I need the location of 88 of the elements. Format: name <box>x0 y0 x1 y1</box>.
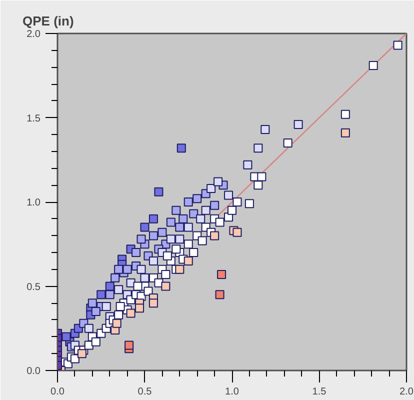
point <box>189 248 198 258</box>
point <box>91 307 100 316</box>
point <box>133 282 142 291</box>
x-tick-label: 1.0 <box>225 386 240 398</box>
point <box>215 218 224 227</box>
point <box>184 222 193 232</box>
point <box>110 273 120 282</box>
point <box>283 138 292 148</box>
point <box>148 298 158 308</box>
x-tick-label: 0.0 <box>50 386 65 398</box>
point <box>166 234 176 244</box>
point <box>158 228 167 237</box>
point <box>77 349 86 358</box>
point <box>148 214 158 224</box>
point <box>368 61 378 70</box>
point <box>162 251 172 260</box>
point <box>116 302 125 311</box>
point <box>243 160 252 170</box>
point <box>175 234 184 244</box>
point <box>217 270 226 279</box>
point <box>105 290 114 300</box>
y-tick-label: 2.0 <box>26 29 41 40</box>
point <box>260 125 270 134</box>
point <box>215 290 224 300</box>
point <box>228 206 236 215</box>
point <box>136 264 146 274</box>
point <box>84 324 94 333</box>
point <box>340 110 350 119</box>
point <box>224 190 234 200</box>
point <box>340 128 350 138</box>
point <box>124 340 134 350</box>
point <box>294 120 303 129</box>
x-tick-label: 2.0 <box>400 386 414 398</box>
point <box>184 256 193 266</box>
point <box>232 198 242 206</box>
point <box>154 187 164 196</box>
x-tick-label: 0.5 <box>138 386 152 398</box>
point <box>140 273 150 282</box>
y-tick-label: 1.5 <box>26 113 41 124</box>
point <box>244 199 254 208</box>
point <box>172 206 181 215</box>
point <box>144 286 153 296</box>
point <box>210 231 220 240</box>
point <box>198 236 207 246</box>
point <box>175 264 184 274</box>
point <box>126 308 136 318</box>
point <box>175 222 184 232</box>
chart-title: QPE (in) <box>22 14 74 28</box>
point <box>206 184 216 194</box>
point <box>176 144 186 153</box>
y-tick-label: 1.0 <box>26 198 41 208</box>
point <box>96 290 106 300</box>
point <box>132 248 141 258</box>
point <box>102 302 111 311</box>
point <box>91 337 100 346</box>
point <box>196 214 206 224</box>
point <box>210 200 220 210</box>
y-tick-label: 0.0 <box>26 366 41 377</box>
point <box>114 264 124 274</box>
x-tick-label: 1.5 <box>312 386 327 398</box>
point <box>232 228 242 237</box>
point <box>254 180 263 190</box>
y-tick-label: 0.5 <box>26 282 41 293</box>
point <box>62 332 71 342</box>
point <box>178 214 188 224</box>
point <box>148 231 158 240</box>
point <box>136 234 146 244</box>
point <box>112 318 122 328</box>
point <box>184 240 193 249</box>
point <box>393 40 402 50</box>
point <box>189 209 198 218</box>
point <box>140 222 150 232</box>
point <box>114 310 124 320</box>
point <box>257 172 266 182</box>
point <box>172 244 181 254</box>
point <box>161 282 170 291</box>
point <box>192 194 202 204</box>
point <box>214 177 223 186</box>
point <box>184 198 193 206</box>
point <box>114 285 124 294</box>
point <box>201 206 210 215</box>
point <box>166 218 176 227</box>
point <box>88 298 97 308</box>
point <box>254 144 263 153</box>
point <box>135 304 144 313</box>
point <box>122 264 132 274</box>
point <box>148 256 158 266</box>
point <box>161 270 170 279</box>
